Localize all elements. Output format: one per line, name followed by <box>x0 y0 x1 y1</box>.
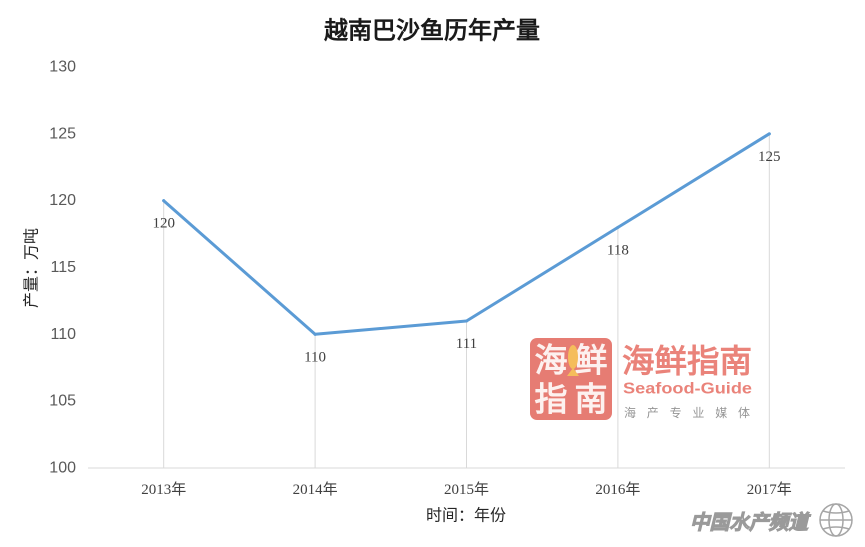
x-tick-label: 2016年 <box>595 481 640 498</box>
series-line <box>162 132 771 336</box>
y-tick-label: 110 <box>50 326 76 343</box>
y-tick-label: 115 <box>50 259 76 276</box>
watermark-logo-name: 海鲜指南 <box>622 342 752 380</box>
y-tick-label: 120 <box>49 192 76 209</box>
watermark-logo-tagline: 海 产 专 业 媒 体 <box>624 405 750 420</box>
x-tick-label: 2017年 <box>747 481 792 498</box>
series <box>162 132 771 336</box>
data-point <box>767 132 771 136</box>
watermark-logo: 海 鲜 指 南 海鲜指南 Seafood-Guide 海 产 专 业 媒 体 <box>530 338 752 420</box>
y-axis-title: 产量：万吨 <box>23 228 41 308</box>
drop-lines <box>163 133 770 468</box>
data-point <box>162 199 166 203</box>
watermark-logo-square <box>530 338 612 420</box>
x-axis-title: 时间：年份 <box>426 507 506 525</box>
watermark-logo-english: Seafood-Guide <box>623 381 752 398</box>
fish-icon <box>567 345 579 376</box>
data-labels: 120 110 111 118 125 <box>152 149 780 366</box>
data-point <box>465 319 468 323</box>
chart-title: 越南巴沙鱼历年产量 <box>324 16 540 45</box>
x-axis: 2013年 2014年 2015年 2016年 2017年 <box>141 481 792 498</box>
y-axis: 100 105 110 115 120 125 130 <box>49 59 76 477</box>
y-tick-label: 100 <box>49 460 76 477</box>
x-tick-label: 2013年 <box>141 481 186 498</box>
watermark-logo-mark-char: 鲜 <box>575 341 608 380</box>
corner-watermark-text: 中国水产频道 <box>690 510 811 534</box>
data-point <box>313 332 317 336</box>
y-tick-label: 125 <box>49 125 76 142</box>
watermark-logo-mark-char: 南 <box>575 380 608 419</box>
x-tick-label: 2014年 <box>293 481 338 498</box>
data-point <box>616 225 620 229</box>
globe-icon <box>819 503 853 537</box>
data-label: 111 <box>456 336 477 352</box>
y-tick-label: 130 <box>49 59 76 76</box>
x-tick-label: 2015年 <box>444 481 489 498</box>
data-label: 120 <box>152 216 175 232</box>
data-label: 125 <box>758 149 781 165</box>
watermark-logo-mark-char: 指 <box>535 380 568 419</box>
data-label: 118 <box>607 242 629 258</box>
data-label: 110 <box>304 349 326 365</box>
corner-watermark: 中国水产频道 <box>690 503 853 537</box>
watermark-logo-mark-char: 海 <box>535 341 568 380</box>
y-tick-label: 105 <box>49 393 76 410</box>
